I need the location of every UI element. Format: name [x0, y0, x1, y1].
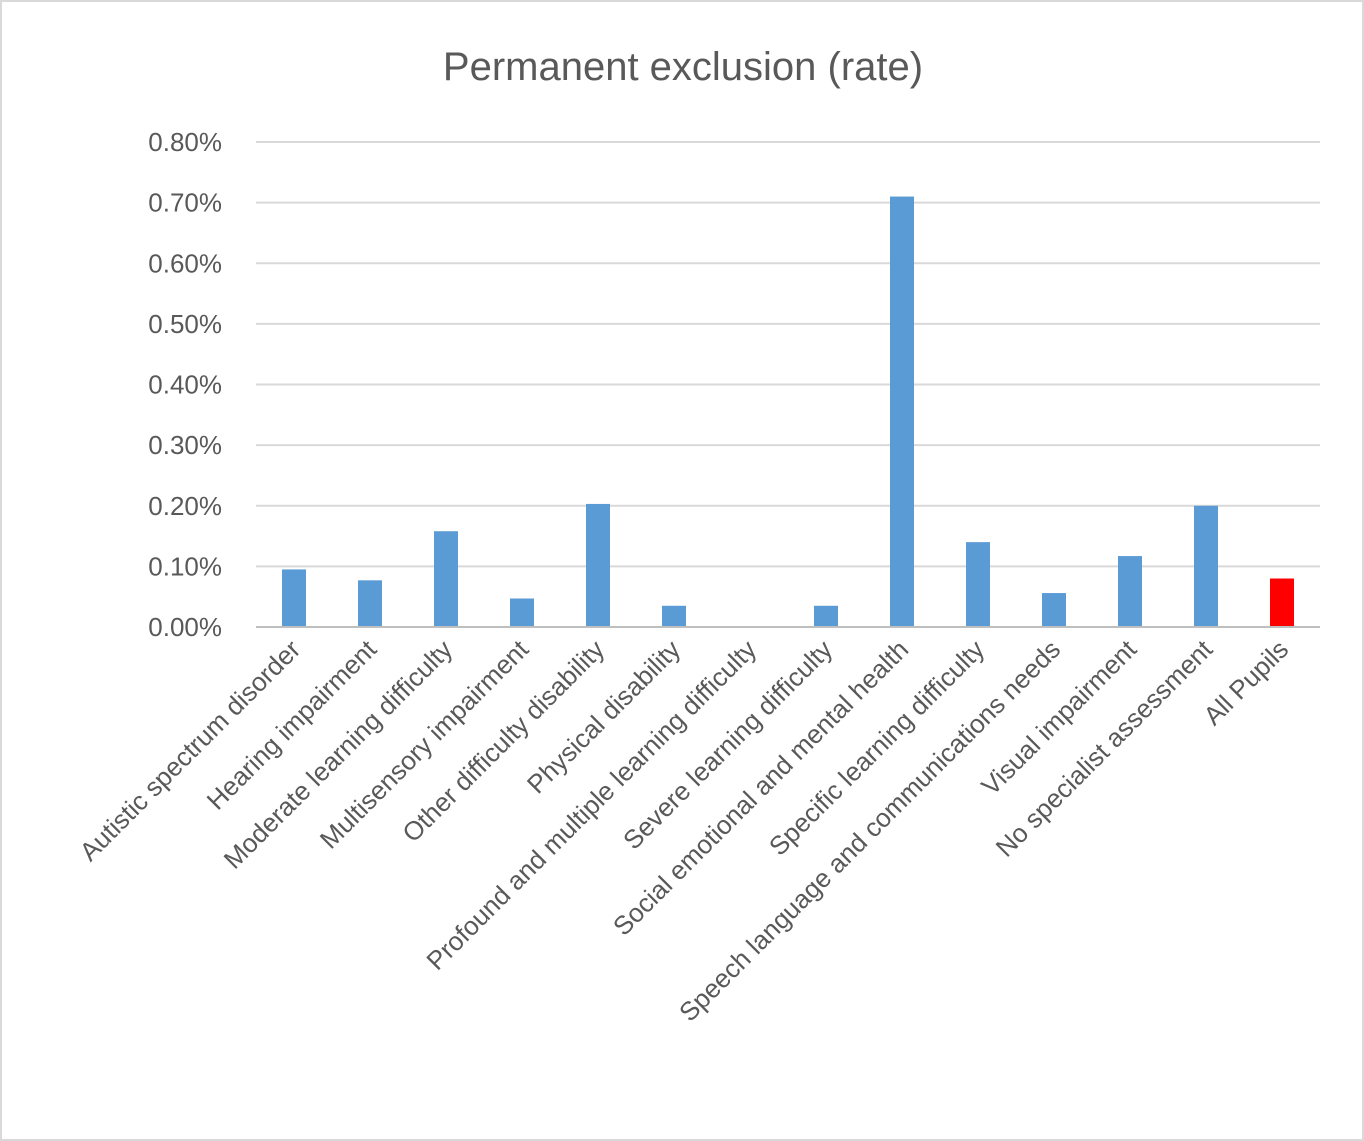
- bar: [966, 542, 990, 627]
- bar: [1270, 578, 1294, 627]
- bar: [1118, 556, 1142, 627]
- y-tick-label: 0.60%: [148, 248, 222, 278]
- y-tick-label: 0.50%: [148, 309, 222, 339]
- bars: [282, 196, 1294, 627]
- bar: [282, 569, 306, 627]
- bar: [1042, 593, 1066, 627]
- bar: [814, 605, 838, 627]
- y-tick-label: 0.00%: [148, 612, 222, 642]
- chart-title: Permanent exclusion (rate): [443, 45, 923, 89]
- y-tick-label: 0.80%: [148, 127, 222, 157]
- bar: [358, 580, 382, 627]
- x-category-label: All Pupils: [1197, 634, 1294, 731]
- y-tick-label: 0.40%: [148, 370, 222, 400]
- bar: [510, 598, 534, 627]
- bar: [434, 531, 458, 627]
- y-axis-tick-labels: 0.00% 0.10% 0.20% 0.30% 0.40% 0.50% 0.60% 0.70%…: [148, 127, 222, 642]
- y-tick-label: 0.30%: [148, 430, 222, 460]
- bar: [662, 605, 686, 627]
- bar: [1194, 505, 1218, 627]
- gridlines: [256, 141, 1320, 568]
- bar: [890, 196, 914, 627]
- y-tick-label: 0.70%: [148, 188, 222, 218]
- y-tick-label: 0.10%: [148, 551, 222, 581]
- bar: [586, 503, 610, 627]
- y-tick-label: 0.20%: [148, 491, 222, 521]
